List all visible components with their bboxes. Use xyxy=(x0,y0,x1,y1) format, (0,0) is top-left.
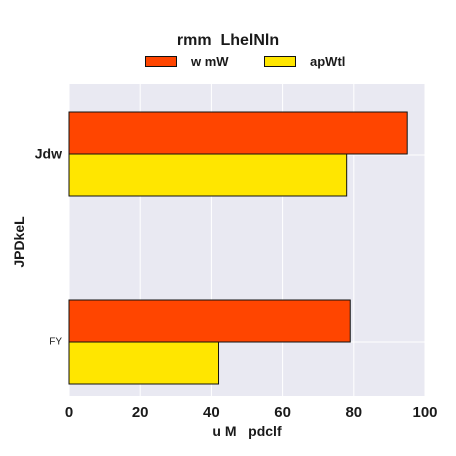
x-axis-label: u M pdclf xyxy=(212,423,282,439)
bar-Jdw-series-2 xyxy=(68,153,348,197)
legend: w mW apWtl xyxy=(145,54,365,72)
y-tick-label-1: FY xyxy=(49,337,62,348)
x-tick-label-5: 100 xyxy=(412,404,437,421)
bar-FY-series-2 xyxy=(68,341,220,385)
bar-FY-series-1 xyxy=(68,299,351,343)
legend-label-series-2: apWtl xyxy=(310,54,346,69)
x-tick-label-1: 20 xyxy=(132,404,149,421)
legend-swatch-series-2 xyxy=(264,56,296,67)
legend-swatch-series-1 xyxy=(145,56,177,67)
x-tick-label-0: 0 xyxy=(65,404,73,421)
chart-title: rmm LhelNln xyxy=(176,32,280,49)
legend-label-series-1: w mW xyxy=(191,54,229,69)
y-tick-label-0: Jdw xyxy=(35,146,62,162)
x-tick-label-3: 60 xyxy=(274,404,291,421)
bar-Jdw-series-1 xyxy=(68,111,408,155)
y-axis-label: JPDkeL xyxy=(11,216,27,268)
x-tick-label-4: 80 xyxy=(345,404,362,421)
x-tick-label-2: 40 xyxy=(203,404,220,421)
